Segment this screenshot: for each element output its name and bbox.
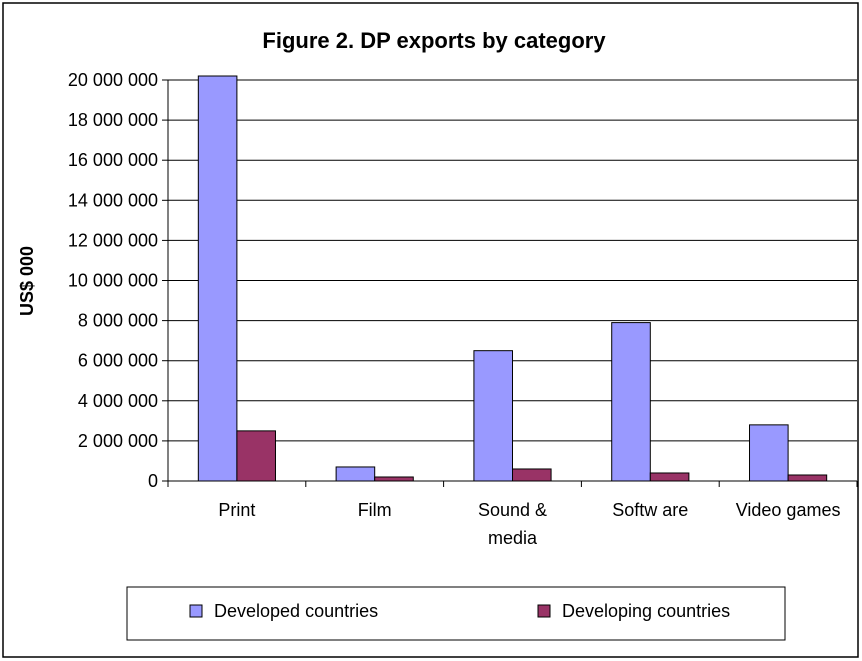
legend-swatch-developing [537,604,551,618]
bars [197,75,828,482]
y-tick-label: 4 000 000 [78,391,158,411]
legend-label-developing: Developing countries [562,601,730,621]
x-tick-label: Video games [736,500,841,520]
gridlines [168,79,857,442]
y-tick-label: 12 000 000 [68,230,158,250]
bar-developing [649,472,690,482]
legend-label-developed: Developed countries [214,601,378,621]
axes [162,79,858,487]
y-tick-label: 14 000 000 [68,190,158,210]
y-tick-labels: 0 2 000 000 4 000 000 6 000 000 8 000 000 10 … [68,70,158,491]
y-axis-label: US$ 000 [17,246,37,316]
x-tick-labels: Print Film Sound & media Softw are Video game… [218,500,840,548]
bar-developing [512,468,552,482]
chart-title: Figure 2. DP exports by category [262,28,606,53]
y-tick-label: 16 000 000 [68,150,158,170]
legend: Developed countries Developing countries [126,586,786,641]
x-tick-label: Print [218,500,255,520]
x-tick-label: Softw are [612,500,688,520]
y-tick-label: 2 000 000 [78,431,158,451]
bar-developed [335,466,376,482]
legend-swatch-developed [189,604,203,618]
y-tick-label: 0 [148,471,158,491]
bar-developing [374,476,414,482]
x-tick-label: Sound & media [478,500,547,548]
x-tick-label: Film [358,500,392,520]
bar-developing [787,474,828,482]
bar-developed [197,75,238,482]
bar-developed [749,424,789,482]
bar-developing [236,430,276,482]
y-tick-label: 10 000 000 [68,271,158,291]
bar-developed [611,322,651,482]
bar-developed [473,350,513,482]
y-tick-label: 6 000 000 [78,351,158,371]
y-tick-label: 8 000 000 [78,311,158,331]
y-tick-label: 20 000 000 [68,70,158,90]
legend-box [126,586,786,641]
y-tick-label: 18 000 000 [68,110,158,130]
